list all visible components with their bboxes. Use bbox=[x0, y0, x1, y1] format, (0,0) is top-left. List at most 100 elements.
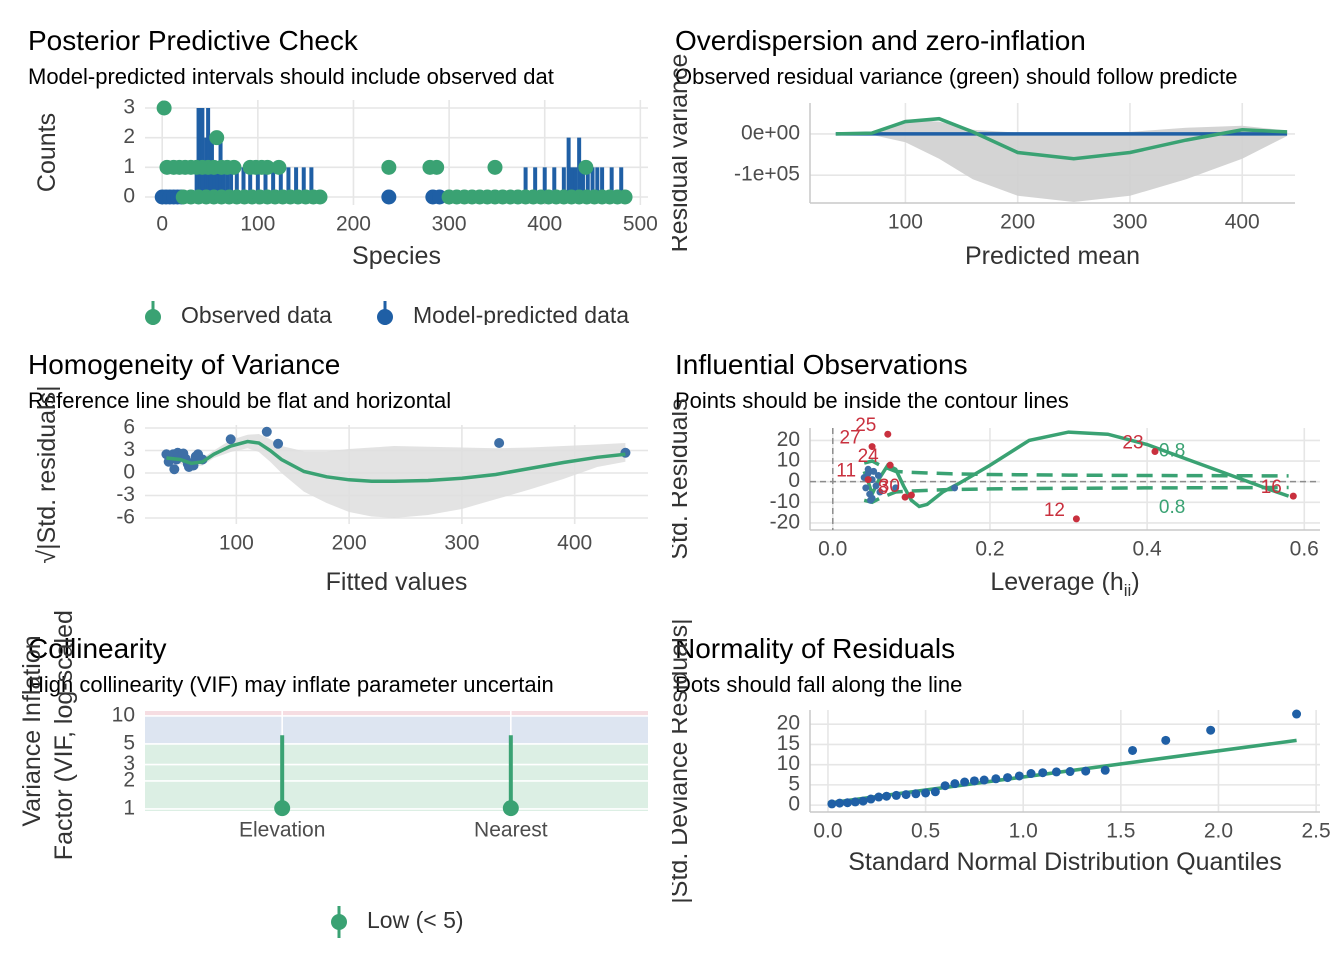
plot-area bbox=[809, 103, 1295, 204]
observed-point bbox=[226, 159, 242, 175]
y-tick-label: 6 bbox=[123, 416, 135, 439]
predicted-point bbox=[381, 189, 397, 205]
x-axis-title-part: Leverage (h bbox=[990, 568, 1123, 596]
x-tick-label: 300 bbox=[444, 532, 479, 555]
x-axis-title: Leverage (hii) bbox=[990, 568, 1139, 600]
x-tick-label: 2.0 bbox=[1204, 820, 1233, 843]
y-tick-label: 0 bbox=[788, 793, 800, 816]
residual-point bbox=[169, 464, 180, 475]
x-tick-label: 100 bbox=[219, 532, 254, 555]
influential-point bbox=[884, 430, 892, 438]
point-label: 24 bbox=[858, 446, 880, 467]
y-tick-label: 20 bbox=[777, 428, 800, 451]
residual-point bbox=[872, 482, 880, 490]
x-axis-title: Predicted mean bbox=[965, 242, 1140, 270]
qq-point bbox=[882, 791, 892, 801]
x-tick-label: 100 bbox=[240, 213, 275, 236]
vif-zone bbox=[145, 743, 648, 811]
observed-point bbox=[617, 189, 633, 205]
y-tick-label: 5 bbox=[788, 772, 800, 795]
y-axis-title: Factor (VIF, log-scaled) bbox=[50, 602, 78, 860]
contour-label: 0.8 bbox=[1159, 497, 1185, 518]
plot-area bbox=[809, 709, 1320, 813]
qq-point bbox=[842, 798, 852, 808]
qq-point bbox=[866, 794, 876, 804]
x-tick-label: 0.5 bbox=[911, 820, 940, 843]
x-tick-label: 300 bbox=[1112, 211, 1147, 234]
y-tick-label: 1 bbox=[123, 796, 135, 819]
panel: Posterior Predictive Check Model-predicte… bbox=[28, 25, 658, 325]
x-tick-label: Elevation bbox=[239, 819, 325, 842]
panel: Overdispersion and zero-inflation Observe… bbox=[672, 25, 1295, 270]
y-tick-label: 0 bbox=[123, 461, 135, 484]
x-tick-label: 300 bbox=[432, 213, 467, 236]
y-tick-label: -6 bbox=[116, 506, 135, 529]
qq-point bbox=[1128, 745, 1138, 755]
residual-point bbox=[870, 467, 878, 475]
qq-point bbox=[858, 796, 868, 806]
chart-title: Homogeneity of Variance bbox=[28, 349, 340, 380]
panel: Influential Observations Points should be… bbox=[672, 349, 1320, 600]
confidence-band bbox=[835, 119, 1288, 202]
observed-point bbox=[312, 189, 328, 205]
y-tick-label: 1 bbox=[123, 155, 135, 178]
point-label: 12 bbox=[1044, 500, 1065, 521]
smooth-line bbox=[166, 439, 626, 484]
plot-area bbox=[145, 711, 648, 817]
point-label: 11 bbox=[836, 461, 856, 482]
point-label: 30 bbox=[879, 476, 900, 497]
point-label: 8 bbox=[878, 478, 889, 499]
x-tick-label: 200 bbox=[336, 213, 371, 236]
influential-point bbox=[868, 443, 876, 451]
x-tick-label: 0.0 bbox=[813, 820, 842, 843]
x-tick-label: 400 bbox=[557, 532, 592, 555]
y-tick-label: 2 bbox=[123, 768, 135, 791]
chart-subtitle: Observed residual variance (green) shoul… bbox=[675, 64, 1238, 89]
chart-subtitle: Model-predicted intervals should include… bbox=[28, 64, 554, 89]
qq-point bbox=[1003, 773, 1013, 783]
qq-point bbox=[1161, 735, 1171, 745]
qq-point bbox=[950, 779, 960, 789]
vif-point bbox=[274, 800, 291, 817]
qq-point bbox=[911, 789, 921, 799]
qq-point bbox=[1038, 768, 1048, 778]
y-tick-label: 0 bbox=[123, 185, 135, 208]
influential-point bbox=[1072, 515, 1080, 523]
confidence-band bbox=[166, 434, 626, 518]
legend-key bbox=[145, 309, 161, 325]
vif-point bbox=[502, 800, 519, 817]
vif-zone bbox=[145, 715, 648, 744]
residual-point bbox=[494, 438, 505, 448]
legend-label: Low (< 5) bbox=[367, 907, 464, 933]
qq-point bbox=[1206, 725, 1216, 735]
y-tick-label: 3 bbox=[123, 438, 135, 461]
cook-contour bbox=[863, 459, 1289, 478]
legend-key bbox=[377, 309, 393, 325]
x-axis-title-part: ) bbox=[1131, 568, 1139, 596]
y-tick-label: 0 bbox=[788, 469, 800, 492]
x-axis-title: Standard Normal Distribution Quantiles bbox=[848, 848, 1282, 876]
y-axis-title: Variance Inflation bbox=[18, 635, 46, 826]
chart-title: Overdispersion and zero-inflation bbox=[675, 25, 1086, 56]
residual-point bbox=[225, 434, 236, 445]
residual-point bbox=[273, 438, 284, 449]
x-tick-label: 0.2 bbox=[975, 538, 1004, 561]
y-axis-title: Counts bbox=[33, 113, 61, 192]
x-tick-label: 1.5 bbox=[1106, 820, 1135, 843]
qq-point bbox=[1026, 769, 1036, 779]
x-tick-label: Nearest bbox=[474, 819, 548, 842]
point-label: 16 bbox=[1261, 477, 1282, 498]
x-axis-title: Fitted values bbox=[326, 568, 468, 596]
panel: Collinearity High collinearity (VIF) may … bbox=[18, 602, 648, 938]
variance-line bbox=[835, 116, 1288, 161]
chart-subtitle: High collinearity (VIF) may inflate para… bbox=[28, 672, 554, 697]
chart-title: Influential Observations bbox=[675, 349, 968, 380]
residual-point bbox=[862, 484, 870, 492]
chart-subtitle: Reference line should be flat and horizo… bbox=[28, 388, 451, 413]
y-tick-label: 2 bbox=[123, 125, 135, 148]
x-axis-title: Species bbox=[352, 242, 441, 270]
qq-point bbox=[960, 777, 970, 787]
point-label: 23 bbox=[1122, 433, 1143, 454]
